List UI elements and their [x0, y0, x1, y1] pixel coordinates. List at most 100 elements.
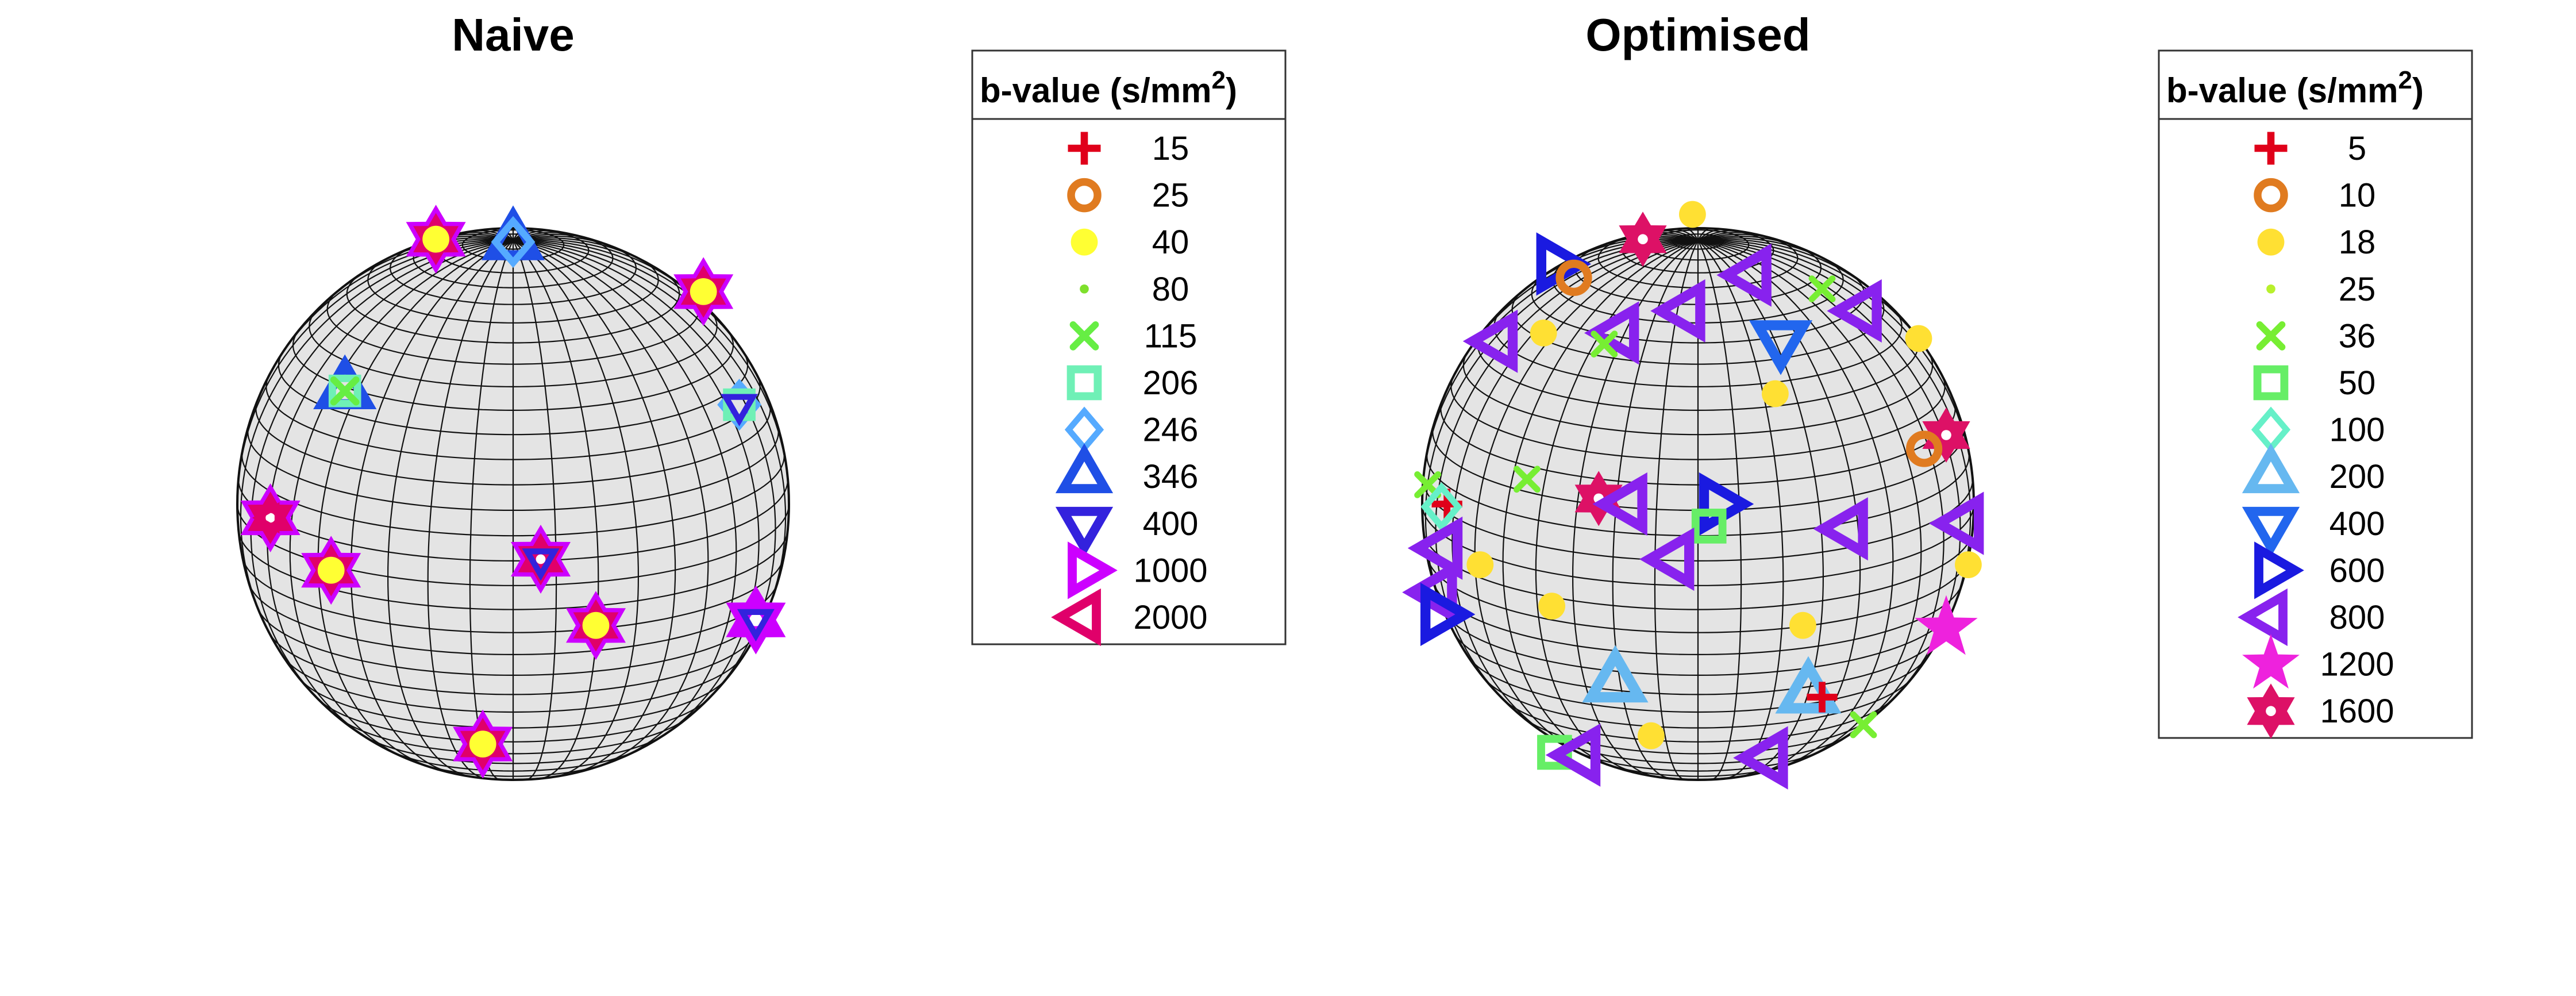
data-point-36 — [1915, 595, 1978, 655]
legend-label: 400 — [1143, 505, 1199, 543]
optimised-legend-title: b-value (s/mm2) — [2166, 66, 2424, 110]
sphere-grid-line — [289, 240, 514, 760]
legend-marker-36 — [2256, 321, 2286, 351]
legend-marker-40 — [1071, 228, 1098, 256]
sphere-grid-line — [269, 633, 757, 695]
data-point-12 — [1462, 309, 1518, 373]
sphere-grid-line — [240, 240, 514, 632]
legend-marker-15 — [1068, 132, 1101, 165]
sphere-grid-line — [247, 426, 779, 511]
legend-label: 18 — [2339, 224, 2376, 261]
optimised-legend: b-value (s/mm2) 5 10 18 25 36 50 100 200 400 600 8… — [2158, 49, 2473, 739]
data-point-25 — [1691, 509, 1727, 544]
data-point-7-dot — [317, 556, 345, 584]
data-point-4-square — [328, 374, 361, 407]
data-point-28 — [1407, 516, 1463, 580]
sphere-grid-line — [513, 240, 676, 774]
legend-label: 80 — [1152, 271, 1189, 308]
legend-marker-200 — [2242, 443, 2300, 494]
optimised-points — [1402, 201, 1984, 790]
sphere-grid-line — [346, 273, 680, 344]
data-point-39 — [1807, 682, 1838, 713]
data-point-13 — [1530, 320, 1557, 347]
sphere-grid-line — [513, 240, 640, 778]
naive-legend: b-value (s/mm2) 152540801152062463464001… — [971, 49, 1287, 647]
sphere-grid-line — [1572, 240, 1699, 778]
sphere-grid-line — [317, 240, 514, 769]
naive-legend-entries: 15 25 40 80 115 206 246 346 400 1000 2000 — [1051, 130, 1208, 647]
legend-label: 25 — [1152, 177, 1189, 214]
legend-marker-1600-center — [2266, 706, 2276, 716]
data-point-35 — [1789, 612, 1816, 639]
sphere-grid-line — [309, 309, 718, 387]
legend-marker-115 — [1069, 321, 1099, 351]
data-point-6 — [1808, 275, 1836, 302]
sphere-grid-line — [283, 656, 744, 713]
sphere-grid-line — [1450, 376, 1946, 460]
data-point-15 — [1762, 380, 1789, 407]
sphere-grid-line — [513, 240, 709, 769]
data-point-11 — [1905, 325, 1932, 352]
data-point-21 — [1420, 482, 1462, 532]
data-point-31 — [1955, 551, 1982, 578]
data-point-3-dot — [690, 278, 717, 305]
legend-label: 800 — [2329, 599, 2385, 636]
data-point-9-dot — [582, 612, 610, 639]
optimised-legend-entries: 5 10 18 25 36 50 100 200 400 600 800 1200 1600 — [2238, 130, 2394, 739]
sphere-grid-line — [350, 240, 514, 774]
data-point-6-star-r-center — [265, 513, 275, 523]
data-point-43 — [1638, 722, 1665, 749]
data-point-2 — [1679, 201, 1706, 228]
legend-marker-18 — [2257, 228, 2285, 256]
naive-sphere — [236, 227, 790, 781]
legend-label: 400 — [2329, 505, 2385, 543]
naive-points — [240, 205, 786, 779]
legend-label: 1600 — [2320, 693, 2394, 730]
naive-panel: Naive — [236, 9, 790, 781]
legend-label: 200 — [2329, 458, 2385, 495]
optimised-chart-title: Optimised — [1585, 9, 1810, 60]
data-point-29 — [1466, 551, 1494, 578]
sphere-grid-line — [1697, 240, 1784, 779]
data-point-23 — [1592, 472, 1647, 536]
optimised-legend-box — [2158, 49, 2473, 739]
legend-label: 206 — [1143, 364, 1199, 402]
data-point-7 — [1650, 279, 1705, 343]
data-point-30 — [1639, 527, 1695, 591]
data-point-10-triangle-down-s — [737, 609, 775, 642]
sphere-grid-line — [1468, 656, 1928, 713]
data-point-1-center — [1638, 234, 1648, 245]
legend-marker-80 — [1080, 284, 1089, 294]
legend-marker-25 — [1067, 178, 1102, 213]
legend-label: 115 — [1144, 317, 1197, 355]
sphere-grid-line — [265, 376, 761, 460]
data-point-9 — [1584, 301, 1639, 365]
sphere-grid-line — [1531, 273, 1865, 344]
data-point-27 — [1928, 491, 1984, 555]
legend-label: 1000 — [1133, 552, 1207, 589]
sphere-grid-line — [1697, 240, 1972, 632]
data-point-17 — [1905, 430, 1943, 467]
sphere-grid-line — [1697, 240, 1922, 760]
optimised-panel: Optimised — [1402, 9, 1984, 790]
legend-marker-1200 — [2242, 634, 2300, 689]
legend-label: 36 — [2339, 317, 2376, 355]
legend-label: 100 — [2329, 412, 2385, 449]
data-point-4-x — [330, 376, 360, 406]
sphere-grid-line — [513, 240, 760, 740]
sphere-grid-line — [241, 452, 785, 537]
legend-label: 25 — [2339, 271, 2376, 308]
legend-marker-400 — [2242, 506, 2300, 557]
legend-marker-5 — [2254, 132, 2288, 165]
data-point-4 — [1555, 259, 1592, 297]
naive-legend-box — [971, 49, 1287, 645]
data-point-42 — [1545, 723, 1601, 787]
legend-label: 5 — [2348, 130, 2366, 167]
data-point-34 — [1538, 593, 1566, 620]
data-point-33 — [1420, 582, 1476, 647]
legend-marker-400 — [1055, 506, 1114, 557]
sphere-grid-line — [1462, 353, 1934, 436]
sphere-grid-line — [427, 240, 514, 779]
legend-marker-25 — [2266, 284, 2275, 294]
